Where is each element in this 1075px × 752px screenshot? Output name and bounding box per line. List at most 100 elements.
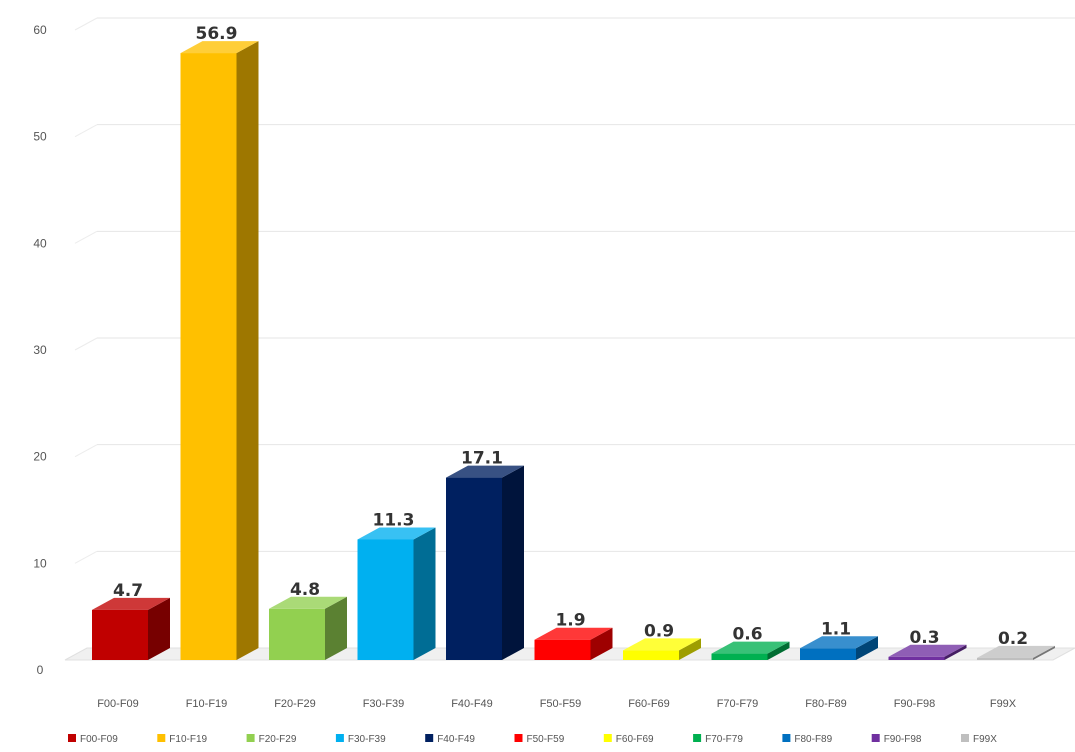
legend-swatch — [693, 734, 702, 742]
legend: F00-F09 F10-F19 F20-F29 F30-F39 F40-F49 F50-F… — [68, 734, 997, 745]
x-tick-label: F40-F49 — [451, 698, 493, 710]
bar-top — [711, 641, 790, 654]
data-label: 4.7 — [113, 581, 143, 601]
gridline-side — [74, 124, 98, 138]
legend-label: F20-F29 — [259, 734, 297, 745]
data-label: 1.9 — [555, 611, 585, 631]
legend-item: F80-F89 — [782, 734, 833, 745]
x-tick-label: F70-F79 — [717, 698, 759, 710]
gridlines — [74, 17, 1075, 564]
bar-F50-F59 — [534, 627, 613, 660]
data-label: 4.8 — [290, 580, 320, 600]
x-tick-label: F20-F29 — [274, 698, 316, 710]
bar-front — [888, 656, 945, 660]
legend-item: F99X — [961, 734, 997, 745]
data-label: 17.1 — [461, 449, 503, 469]
legend-swatch — [335, 734, 344, 742]
data-label: 56.9 — [196, 24, 238, 44]
gridline-side — [74, 550, 98, 564]
bar-F70-F79 — [711, 641, 790, 660]
bar-side — [236, 41, 259, 661]
y-tick-label: 50 — [33, 130, 47, 144]
x-tick-label: F90-F98 — [894, 698, 936, 710]
y-tick-label: 30 — [33, 343, 47, 357]
x-tick-label: F99X — [990, 698, 1017, 710]
legend-label: F90-F98 — [884, 734, 922, 745]
data-label: 1.1 — [821, 619, 851, 639]
gridline-side — [74, 17, 98, 31]
data-label: 0.9 — [644, 621, 674, 641]
bar-top — [357, 527, 436, 540]
legend-label: F10-F19 — [169, 734, 207, 745]
bar-top — [977, 645, 1055, 658]
bar-F90-F98 — [888, 644, 967, 660]
bar-top — [269, 596, 347, 609]
legend-swatch — [246, 734, 255, 742]
bar-side — [679, 638, 701, 660]
legend-swatch — [68, 734, 76, 742]
bar-top — [180, 41, 259, 54]
y-axis-ticks: 0 10 20 30 40 50 60 — [33, 23, 47, 677]
legend-swatch — [603, 734, 612, 742]
bar-front — [711, 653, 768, 660]
bar-F30-F39 — [357, 527, 436, 660]
x-tick-label: F10-F19 — [186, 698, 228, 710]
gridline-side — [74, 230, 98, 244]
bar-top — [446, 465, 524, 478]
bar-top — [888, 644, 967, 657]
bar-front — [534, 639, 591, 660]
bar-side — [856, 636, 878, 660]
legend-swatch — [961, 734, 969, 742]
legend-label: F50-F59 — [527, 734, 565, 745]
legend-label: F80-F89 — [794, 734, 832, 745]
bar-side — [325, 596, 347, 660]
bar-side — [1033, 645, 1055, 660]
legend-swatch — [782, 734, 791, 742]
bar-front — [623, 650, 679, 660]
legend-item: F90-F98 — [871, 734, 922, 745]
bar-front — [357, 539, 414, 660]
bar-F00-F09 — [92, 597, 170, 660]
legend-label: F99X — [973, 734, 997, 745]
legend-item: F40-F49 — [425, 734, 475, 745]
bar-side — [590, 627, 613, 660]
x-tick-label: F80-F89 — [805, 698, 847, 710]
legend-label: F60-F69 — [616, 734, 654, 745]
legend-item: F60-F69 — [603, 734, 654, 745]
y-tick-label: 20 — [33, 450, 47, 464]
y-tick-label: 0 — [37, 663, 44, 677]
legend-label: F00-F09 — [80, 734, 118, 745]
legend-swatch — [514, 734, 523, 742]
x-axis-categories: F00-F09 F10-F19 F20-F29 F30-F39 F40-F49 F50-F… — [97, 698, 1017, 710]
bar-F40-F49 — [446, 465, 524, 660]
gridline-side — [74, 337, 98, 351]
x-tick-label: F00-F09 — [97, 698, 139, 710]
bar-front — [800, 648, 856, 660]
bar-top — [623, 638, 701, 651]
bar-front — [180, 53, 237, 661]
bar-front — [977, 657, 1033, 660]
data-label: 0.6 — [732, 625, 762, 645]
bar-side — [413, 527, 436, 660]
legend-swatch — [871, 734, 880, 742]
bar-side — [767, 641, 790, 660]
legend-item: F20-F29 — [246, 734, 297, 745]
bar-top — [800, 636, 878, 649]
y-tick-label: 40 — [33, 236, 47, 250]
legend-label: F70-F79 — [705, 734, 743, 745]
data-label: 0.2 — [998, 629, 1028, 649]
bar-front — [92, 609, 148, 660]
legend-item: F70-F79 — [693, 734, 743, 745]
y-tick-label: 10 — [33, 556, 47, 570]
legend-item: F50-F59 — [514, 734, 565, 745]
legend-item: F30-F39 — [335, 734, 386, 745]
bar-front — [446, 477, 502, 660]
bar-side — [944, 644, 967, 660]
x-tick-label: F50-F59 — [540, 698, 582, 710]
bar-F99X — [977, 645, 1055, 660]
legend-label: F40-F49 — [437, 734, 475, 745]
gridline-side — [74, 444, 98, 458]
bar-F10-F19 — [180, 41, 259, 661]
bar-top — [92, 597, 170, 610]
